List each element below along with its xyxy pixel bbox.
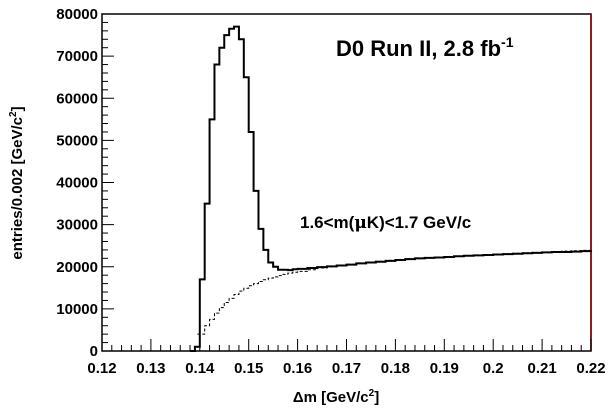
x-tick-label: 0.21	[527, 360, 556, 377]
run-annotation-main: D0 Run II, 2.8 fb	[336, 36, 501, 61]
mass-window-post: K)<1.7 GeV/c	[367, 213, 471, 232]
y-tick-label: 70000	[56, 48, 98, 65]
x-tick-label: 0.19	[430, 360, 459, 377]
x-tick-label: 0.15	[234, 360, 263, 377]
x-tick-label: 0.17	[332, 360, 361, 377]
y-tick-label: 10000	[56, 301, 98, 318]
y-axis-tick-labels: 0 10000 20000 30000 40000 50000 60000 70000 8000…	[56, 6, 98, 360]
run-annotation-sup: -1	[501, 34, 514, 50]
x-axis-title-tail: ]	[374, 389, 379, 406]
x-axis-title: Δm [GeV/c2]	[293, 388, 379, 406]
y-axis-ticks	[102, 13, 114, 352]
x-tick-label: 0.14	[185, 360, 215, 377]
x-tick-label: 0.13	[136, 360, 165, 377]
y-axis-title-tail: ]	[9, 106, 26, 111]
mass-window-greek: μ	[354, 213, 366, 233]
y-tick-label: 50000	[56, 132, 98, 149]
x-axis-ticks	[101, 339, 592, 351]
mass-window-pre: 1.6<m(	[300, 213, 355, 232]
mass-window-annotation: 1.6<m(μK)<1.7 GeV/c	[300, 213, 471, 233]
run-annotation: D0 Run II, 2.8 fb-1	[336, 34, 514, 61]
series-layer	[190, 25, 592, 352]
x-tick-label: 0.22	[576, 360, 605, 377]
x-tick-label: 0.12	[87, 360, 116, 377]
x-axis-tick-labels: 0.12 0.13 0.14 0.15 0.16 0.17 0.18 0.19 0.2 0.21 0…	[87, 360, 605, 377]
y-tick-label: 40000	[56, 175, 98, 192]
y-axis-title-main: entries/0.002 [GeV/c	[9, 117, 26, 260]
y-tick-label: 80000	[56, 6, 98, 23]
y-axis-title-sup: 2	[8, 111, 19, 117]
y-tick-label: 60000	[56, 90, 98, 107]
y-axis-title: entries/0.002 [GeV/c2]	[8, 106, 26, 259]
x-axis-title-main: Δm [GeV/c	[293, 389, 369, 406]
background-histogram	[197, 249, 592, 335]
x-axis-title-sup: 2	[369, 388, 375, 399]
x-tick-label: 0.16	[283, 360, 312, 377]
x-tick-label: 0.18	[381, 360, 410, 377]
y-tick-label: 30000	[56, 217, 98, 234]
x-tick-label: 0.2	[483, 360, 504, 377]
y-tick-label: 0	[90, 343, 98, 360]
y-tick-label: 20000	[56, 259, 98, 276]
